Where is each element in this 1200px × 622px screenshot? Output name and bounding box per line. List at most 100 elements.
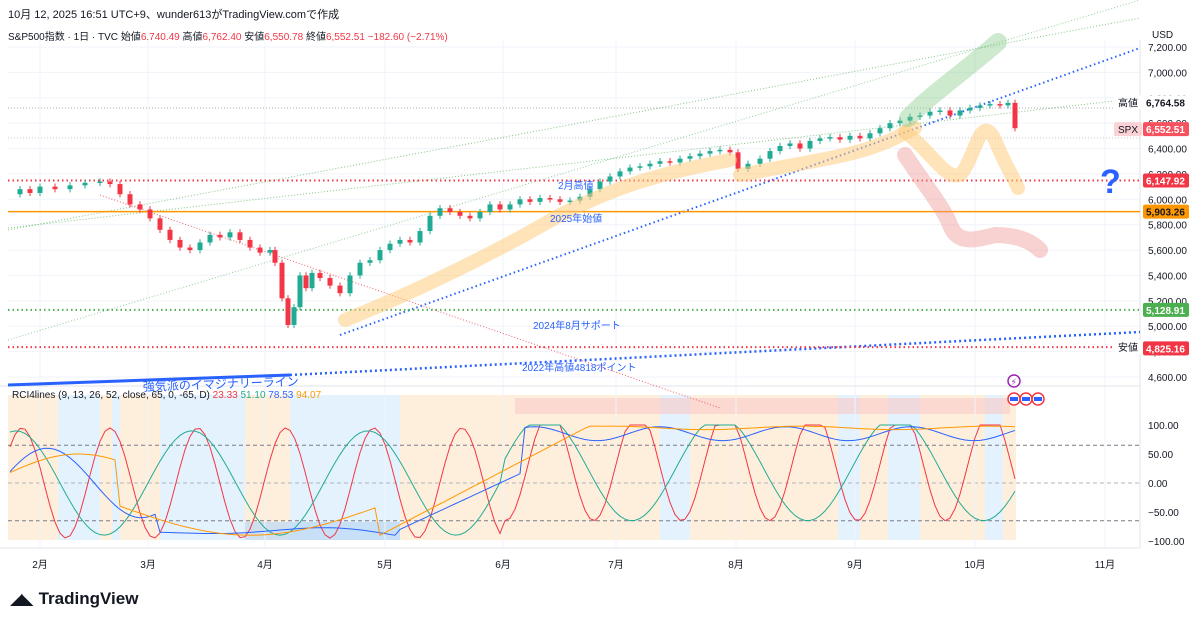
imaginary-line-solid [7, 373, 291, 387]
candle-body [207, 234, 213, 243]
candle-body [707, 151, 713, 154]
tradingview-logo-icon: ◢◣ [10, 591, 34, 608]
candle-body [1012, 102, 1018, 129]
orange-scenario [898, 123, 1025, 195]
candle-body [147, 209, 153, 219]
candle-body [279, 262, 285, 299]
candle-body [817, 138, 823, 141]
low-label: 安値 [244, 32, 265, 43]
candle-body [291, 307, 297, 325]
time-tick-label: 11月 [1095, 559, 1115, 571]
rci-band [1003, 395, 1016, 540]
close-value: 6,552.51 [325, 32, 365, 43]
rci-lines [9, 424, 1016, 539]
candle-body [757, 158, 763, 164]
rci-band [660, 395, 690, 540]
rci-band [120, 395, 160, 540]
us-flag-stripe-icon [1034, 397, 1042, 401]
rci-tick-label: −50.00 [1148, 508, 1179, 519]
rci-band [985, 395, 1003, 540]
rci-band [8, 395, 58, 540]
brand-name: TradingView [38, 589, 139, 608]
rci-tick-label: 50.00 [1148, 450, 1173, 461]
candle-body [17, 189, 23, 195]
candle-body [727, 149, 733, 153]
rci-line-3 [9, 426, 1016, 536]
candle-body [327, 278, 333, 286]
rci-band [505, 395, 660, 540]
rci-legend[interactable]: RCI4lines (9, 13, 26, 52, close, 65, 0, … [12, 390, 321, 401]
spx-label-bg [1143, 122, 1189, 137]
candle-body [697, 153, 703, 157]
open-label: 始値 [120, 32, 141, 43]
low-value: 6,550.78 [264, 32, 304, 43]
candle-body [157, 218, 163, 230]
candle-body [303, 275, 309, 289]
high-label: 高値 [182, 32, 203, 43]
start-2025-annotation: 2025年始値 [550, 212, 602, 225]
time-tick-label: 6月 [495, 559, 511, 571]
candle-body [507, 204, 513, 210]
time-tick-label: 5月 [377, 559, 393, 571]
candle-body [1005, 102, 1011, 106]
currency-label: USD [1152, 30, 1173, 41]
symbol-legend: S&P500指数 · 1日 · TVC 始値6,740.49 高値6,762.4… [8, 28, 448, 43]
us-flag-stripe-icon [1010, 397, 1018, 401]
candle-body [357, 262, 363, 276]
lightning-event-icon[interactable] [1007, 374, 1021, 388]
tradingview-logo[interactable]: ◢◣ TradingView [10, 589, 138, 609]
candle-body [367, 260, 373, 263]
candle-body [397, 239, 403, 244]
rci-oversold-zone [245, 522, 400, 540]
candle-body [807, 140, 813, 149]
rci-line-1 [9, 424, 1016, 539]
candle-body [309, 272, 315, 289]
candle-body [797, 143, 803, 149]
symbol-name[interactable]: S&P500指数 · 1日 · TVC [8, 32, 119, 43]
us-flag-stripe-icon [1022, 397, 1030, 401]
candle-body [387, 243, 393, 251]
candle-body [677, 158, 683, 163]
rci-band [760, 395, 838, 540]
candle-body [547, 198, 553, 200]
candle-body [767, 151, 773, 159]
red-low-label: 4,825.16 [1146, 344, 1185, 355]
candle-body [587, 189, 593, 197]
candle-body [82, 182, 88, 186]
low-label-prefix-bg [1114, 340, 1142, 355]
candle-body [347, 275, 353, 294]
candle-body [887, 123, 893, 129]
rci-value-3: 78.53 [268, 390, 294, 401]
rci-band [100, 395, 112, 540]
spx-label: 6,552.51 [1146, 125, 1185, 136]
candle-body [897, 120, 903, 124]
candle-body [927, 111, 933, 116]
trend-lines [7, 0, 1141, 409]
candle-body [937, 110, 943, 112]
candle-body [637, 166, 643, 168]
candle-body [257, 247, 263, 253]
time-axis: 2月 3月 4月 5月 6月 7月 8月 9月 10月 11月 [32, 559, 1115, 571]
candle-body [117, 184, 123, 195]
candle-body [717, 149, 723, 152]
candle-body [617, 171, 623, 177]
green-scenario [899, 33, 1007, 127]
candle-body [557, 199, 563, 202]
rci-band [290, 395, 400, 540]
candle-body [167, 229, 173, 240]
high-label: 6,764.58 [1146, 98, 1185, 109]
rci-tick-label: −100.00 [1148, 537, 1185, 548]
candle-body [267, 250, 273, 253]
candle-body [567, 200, 573, 203]
candle-body [227, 232, 233, 238]
candle-body [647, 163, 653, 167]
time-tick-label: 7月 [608, 559, 624, 571]
feb-high-annotation: 2月高値 [558, 179, 594, 192]
red-line-label: 6,147.92 [1146, 177, 1185, 188]
candle-body [67, 185, 73, 190]
price-tick-label: 5,200.00 [1148, 297, 1187, 308]
rci-value-4: 94.07 [296, 390, 322, 401]
candle-body [607, 176, 613, 182]
candle-body [967, 107, 973, 111]
